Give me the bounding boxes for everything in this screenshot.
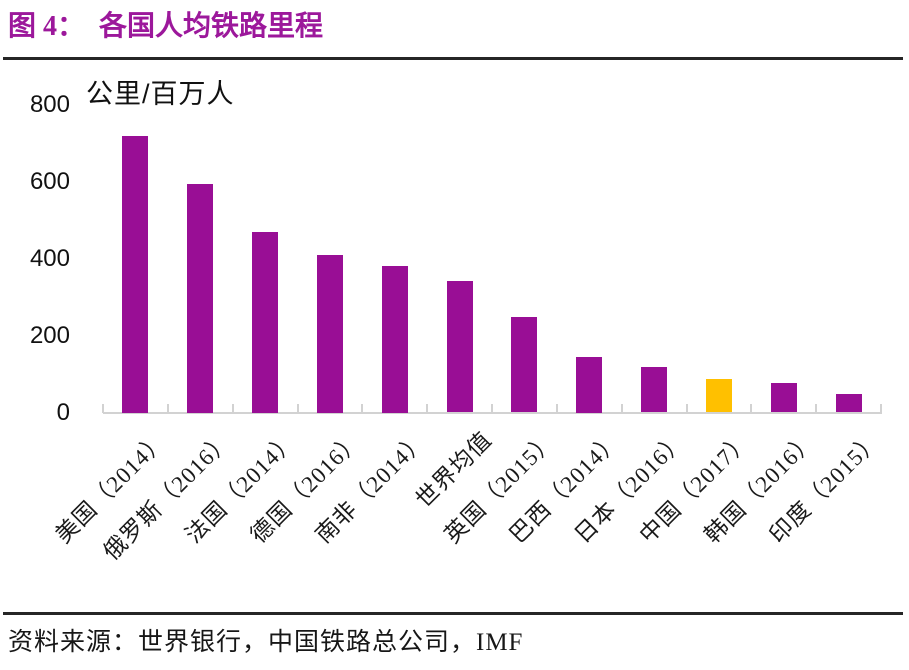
y-axis-tick-label: 600 xyxy=(29,167,70,195)
x-axis-tick-mark xyxy=(685,404,688,413)
x-axis-tick-mark xyxy=(620,404,623,413)
source-attribution: 资料来源：世界银行，中国铁路总公司，IMF xyxy=(8,629,524,656)
bar-南非（2014） xyxy=(381,266,408,413)
x-axis-tick-mark xyxy=(102,404,104,413)
bar-德国（2016） xyxy=(316,254,343,413)
x-axis-tick-mark xyxy=(815,404,818,413)
bar-英国（2015） xyxy=(511,317,538,413)
x-axis-tick-mark xyxy=(166,404,169,413)
bar-世界均值 xyxy=(446,281,473,413)
bar-印度（2015） xyxy=(835,393,862,413)
bar-法国（2014） xyxy=(252,231,279,413)
y-axis-tick-label: 800 xyxy=(29,91,70,118)
y-axis-tick-label: 400 xyxy=(29,244,70,272)
y-axis-tick-label: 200 xyxy=(29,321,70,349)
x-axis-tick-mark xyxy=(361,404,364,413)
y-axis-tick-label: 0 xyxy=(56,398,70,426)
x-axis-tick-mark xyxy=(231,404,234,413)
bar-美国（2014） xyxy=(122,135,149,413)
x-axis-tick-mark xyxy=(426,404,429,413)
x-axis-tick-mark xyxy=(296,404,299,413)
bar-俄罗斯（2016） xyxy=(187,183,214,413)
top-divider-rule xyxy=(3,57,903,60)
figure-number-label: 图 4： xyxy=(8,11,86,42)
figure-title: 图 4： 各国人均铁路里程 xyxy=(8,6,323,48)
y-axis-unit-label: 公里/百万人 xyxy=(86,79,235,109)
x-axis-tick-mark xyxy=(750,404,753,413)
bar-中国（2017） xyxy=(705,378,732,413)
figure-title-text: 各国人均铁路里程 xyxy=(99,11,324,42)
x-axis-tick-mark xyxy=(880,404,882,413)
x-axis-tick-mark xyxy=(555,404,558,413)
bar-日本（2016） xyxy=(641,367,668,413)
bar-巴西（2014） xyxy=(576,356,603,413)
bar-韩国（2016） xyxy=(770,382,797,413)
bottom-divider-rule xyxy=(3,612,903,615)
x-axis-tick-mark xyxy=(491,404,493,413)
